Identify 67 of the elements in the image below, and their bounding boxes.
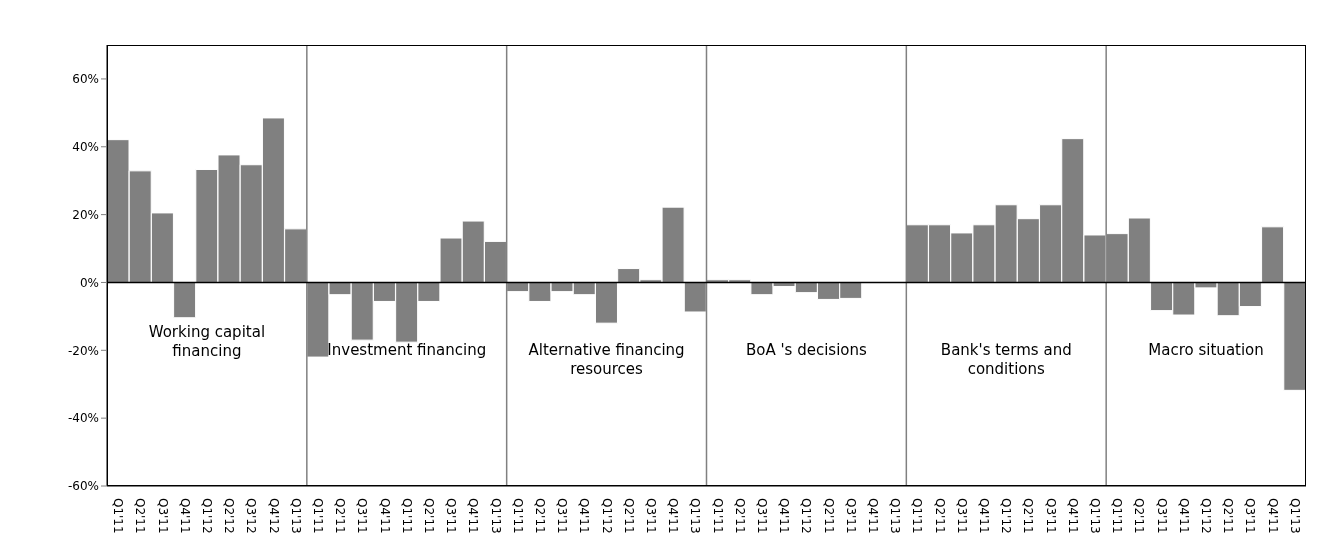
annotation: Alternative financing resources <box>527 341 686 380</box>
y-tick-label: -40% <box>67 411 99 426</box>
x-tick-label: Q4'11 <box>1065 498 1080 534</box>
x-tick-label: Q3'11 <box>155 498 170 534</box>
y-tick-label: 0% <box>79 275 99 290</box>
x-tick-label: Q3'11 <box>1243 498 1258 534</box>
x-tick-label: Q4'11 <box>666 498 681 534</box>
y-tick-label: 40% <box>72 140 99 155</box>
x-tick-label: Q1'12 <box>799 498 814 534</box>
x-tick-label: Q2'11 <box>1021 498 1036 534</box>
annotation: Bank's terms and conditions <box>939 341 1073 380</box>
x-tick-label: Q2'11 <box>1221 498 1236 534</box>
x-tick-label: Q1'13 <box>1287 498 1302 534</box>
x-tick-label: Q2'11 <box>133 498 148 534</box>
x-tick-label: Q3'11 <box>1154 498 1169 534</box>
annotation: BoA 's decisions <box>744 341 868 361</box>
x-tick-label: Q3'11 <box>755 498 770 534</box>
x-tick-label: Q4'11 <box>1176 498 1191 534</box>
x-tick-label: Q3'11 <box>643 498 658 534</box>
x-tick-label: Q1'11 <box>1110 498 1125 534</box>
x-tick-label: Q1'13 <box>488 498 503 534</box>
x-tick-label: Q4'12 <box>266 498 281 534</box>
x-tick-label: Q2'11 <box>532 498 547 534</box>
x-tick-label: Q1'11 <box>910 498 925 534</box>
x-tick-label: Q1'12 <box>199 498 214 534</box>
x-tick-label: Q4'11 <box>977 498 992 534</box>
x-tick-label: Q1'11 <box>399 498 414 534</box>
x-tick-label: Q4'11 <box>177 498 192 534</box>
annotation: Investment financing <box>326 341 487 361</box>
annotation: Working capital financing <box>147 323 267 362</box>
x-tick-label: Q2'11 <box>932 498 947 534</box>
x-tick-label: Q3'11 <box>355 498 370 534</box>
x-tick-label: Q2'11 <box>421 498 436 534</box>
x-tick-label: Q1'11 <box>111 498 126 534</box>
x-tick-label: Q2'12 <box>222 498 237 534</box>
x-tick-label: Q2'11 <box>333 498 348 534</box>
x-tick-label: Q1'11 <box>310 498 325 534</box>
x-tick-label: Q1'13 <box>288 498 303 534</box>
x-tick-label: Q4'11 <box>466 498 481 534</box>
x-tick-label: Q3'11 <box>555 498 570 534</box>
y-tick-label: 60% <box>72 72 99 87</box>
x-tick-label: Q1'12 <box>599 498 614 534</box>
x-tick-label: Q3'11 <box>1043 498 1058 534</box>
x-tick-label: Q2'11 <box>1132 498 1147 534</box>
y-tick-label: -20% <box>67 343 99 358</box>
x-tick-label: Q1'11 <box>510 498 525 534</box>
x-tick-label: Q3'12 <box>244 498 259 534</box>
y-tick-label: -60% <box>67 479 99 494</box>
x-tick-label: Q4'11 <box>577 498 592 534</box>
annotation: Macro situation <box>1147 341 1265 361</box>
x-tick-label: Q2'11 <box>621 498 636 534</box>
x-tick-label: Q3'11 <box>843 498 858 534</box>
x-tick-label: Q2'11 <box>732 498 747 534</box>
x-tick-label: Q1'13 <box>688 498 703 534</box>
y-tick-label: 20% <box>72 207 99 222</box>
x-tick-label: Q1'12 <box>1199 498 1214 534</box>
x-tick-label: Q1'12 <box>999 498 1014 534</box>
x-tick-label: Q4'11 <box>777 498 792 534</box>
x-tick-label: Q4'11 <box>866 498 881 534</box>
x-tick-label: Q4'11 <box>1265 498 1280 534</box>
x-tick-label: Q4'11 <box>377 498 392 534</box>
x-tick-label: Q3'11 <box>954 498 969 534</box>
x-tick-label: Q1'11 <box>710 498 725 534</box>
x-tick-label: Q1'13 <box>1088 498 1103 534</box>
x-tick-label: Q2'11 <box>821 498 836 534</box>
x-tick-label: Q3'11 <box>444 498 459 534</box>
x-tick-label: Q1'13 <box>888 498 903 534</box>
